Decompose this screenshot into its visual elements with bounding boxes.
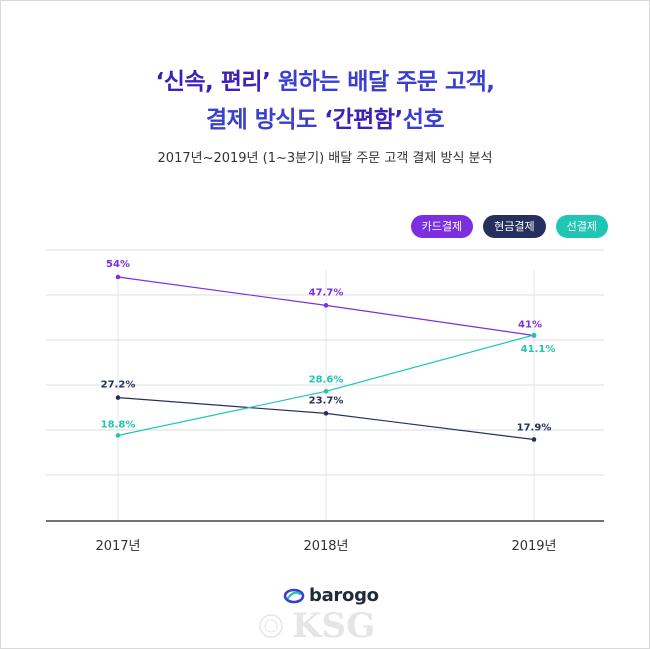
data-point-cash-0 <box>115 395 121 400</box>
x-tick-label-0: 2017년 <box>95 539 140 554</box>
data-point-cash-2 <box>531 437 537 442</box>
chart-legend: 카드결제 현금결제 선결제 <box>410 215 608 238</box>
watermark-seal-icon <box>259 614 283 638</box>
title-line-2-pre: 결제 방식도 <box>205 107 325 133</box>
barogo-logo-icon <box>283 588 305 603</box>
data-point-prepay-2 <box>531 332 537 338</box>
data-point-cash-1 <box>323 411 329 416</box>
legend-prepayment: 선결제 <box>555 215 608 238</box>
data-label-cash-2: 17.9% <box>517 422 552 433</box>
brand-logo: barogo <box>283 585 379 606</box>
x-tick-label-1: 2018년 <box>303 539 348 554</box>
brand-logo-text: barogo <box>309 585 379 606</box>
x-tick-label-2: 2019년 <box>511 539 556 554</box>
data-point-prepay-0 <box>115 433 121 438</box>
title-line-1: ‘신속, 편리’ 원하는 배달 주문 고객, <box>0 62 650 96</box>
title-line-1-rest: 원하는 배달 주문 고객, <box>270 69 495 95</box>
title-line-2: 결제 방식도 ‘간편함’선호 <box>0 100 650 134</box>
data-label-prepay-2: 41.1% <box>521 344 556 355</box>
data-label-card-2: 41% <box>518 320 542 331</box>
data-label-prepay-1: 28.6% <box>309 374 344 385</box>
data-point-card-0 <box>115 274 121 280</box>
data-label-cash-0: 27.2% <box>101 380 136 391</box>
watermark-text: KSG <box>292 606 376 646</box>
data-label-prepay-0: 18.8% <box>101 419 136 430</box>
title-emphasis-1: ‘신속, 편리’ <box>155 69 271 95</box>
watermark: KSG <box>258 606 375 646</box>
data-label-cash-1: 23.7% <box>309 395 344 406</box>
chart-subtitle: 2017년~2019년 (1~3분기) 배달 주문 고객 결제 방식 분석 <box>157 151 493 166</box>
title-emphasis-2: ‘간편함’ <box>324 107 403 133</box>
data-point-prepay-1 <box>323 389 329 394</box>
data-label-card-0: 54% <box>106 259 130 270</box>
legend-cash-payment: 현금결제 <box>483 215 546 238</box>
data-point-card-1 <box>323 303 329 308</box>
legend-card-payment: 카드결제 <box>410 215 474 238</box>
data-label-card-1: 47.7% <box>309 287 344 298</box>
title-line-2-post: 선호 <box>402 107 445 133</box>
